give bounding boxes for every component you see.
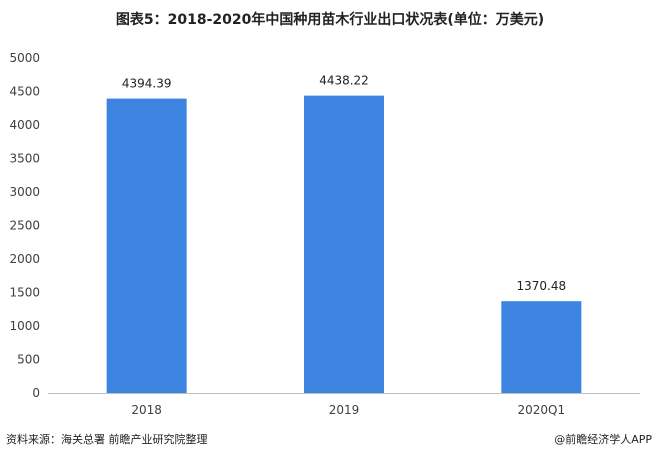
y-tick-label: 2500 [9,219,40,233]
y-tick-label: 2000 [9,252,40,266]
y-tick-label: 0 [32,386,40,400]
y-tick-label: 1000 [9,319,40,333]
y-tick-label: 3000 [9,185,40,199]
x-tick-label: 2018 [131,403,162,417]
x-tick-label: 2019 [329,403,360,417]
bar [106,98,187,393]
bar [304,95,384,394]
bar-value-label: 1370.48 [517,279,567,293]
bar [501,301,582,393]
credit-note: @前瞻经济学人APP [554,433,652,446]
source-note: 资料来源：海关总署 前瞻产业研究院整理 [6,433,208,446]
y-tick-label: 3500 [9,152,40,166]
x-axis-ticks: 2018 2019 2020Q1 [131,403,565,417]
y-tick-label: 1500 [9,286,40,300]
bars [106,95,582,394]
y-tick-label: 4000 [9,118,40,132]
y-tick-label: 5000 [9,51,40,65]
y-tick-label: 4500 [9,85,40,99]
x-tick-label: 2020Q1 [518,403,566,417]
y-tick-label: 500 [17,353,40,367]
chart-title: 图表5：2018-2020年中国种用苗木行业出口状况表(单位：万美元) [115,12,545,28]
data-labels: 4394.39 4438.22 1370.48 [122,74,566,294]
bar-value-label: 4438.22 [319,74,369,88]
bar-value-label: 4394.39 [122,77,172,91]
y-axis-ticks: 0 500 1000 1500 2000 2500 3000 3500 4000 4500 5000 [9,51,40,400]
